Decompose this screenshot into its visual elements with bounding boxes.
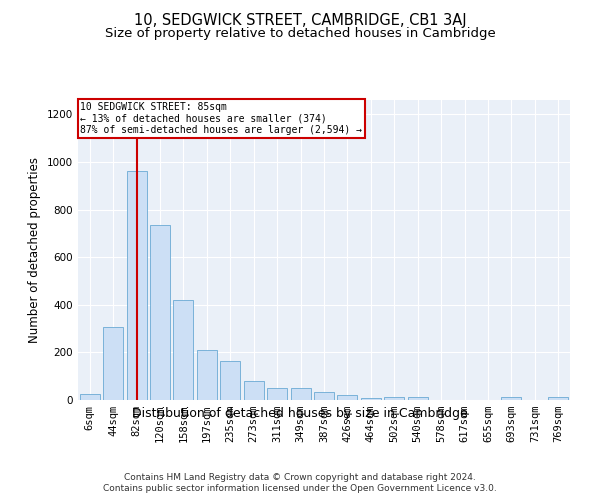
Bar — [220, 360, 240, 400]
Bar — [314, 392, 334, 400]
Text: Size of property relative to detached houses in Cambridge: Size of property relative to detached ho… — [104, 28, 496, 40]
Bar — [337, 395, 358, 400]
Bar — [408, 397, 428, 400]
Y-axis label: Number of detached properties: Number of detached properties — [28, 157, 41, 343]
Bar — [290, 388, 311, 400]
Bar — [103, 328, 123, 400]
Text: Contains HM Land Registry data © Crown copyright and database right 2024.
Contai: Contains HM Land Registry data © Crown c… — [103, 472, 497, 494]
Bar — [173, 300, 193, 400]
Text: 10 SEDGWICK STREET: 85sqm
← 13% of detached houses are smaller (374)
87% of semi: 10 SEDGWICK STREET: 85sqm ← 13% of detac… — [80, 102, 362, 134]
Bar — [197, 350, 217, 400]
Bar — [548, 397, 568, 400]
Bar — [150, 225, 170, 400]
Bar — [267, 388, 287, 400]
Bar — [385, 397, 404, 400]
Bar — [502, 397, 521, 400]
Bar — [80, 394, 100, 400]
Bar — [361, 398, 381, 400]
Text: Distribution of detached houses by size in Cambridge: Distribution of detached houses by size … — [132, 408, 468, 420]
Bar — [127, 172, 146, 400]
Text: 10, SEDGWICK STREET, CAMBRIDGE, CB1 3AJ: 10, SEDGWICK STREET, CAMBRIDGE, CB1 3AJ — [134, 12, 466, 28]
Bar — [244, 382, 263, 400]
